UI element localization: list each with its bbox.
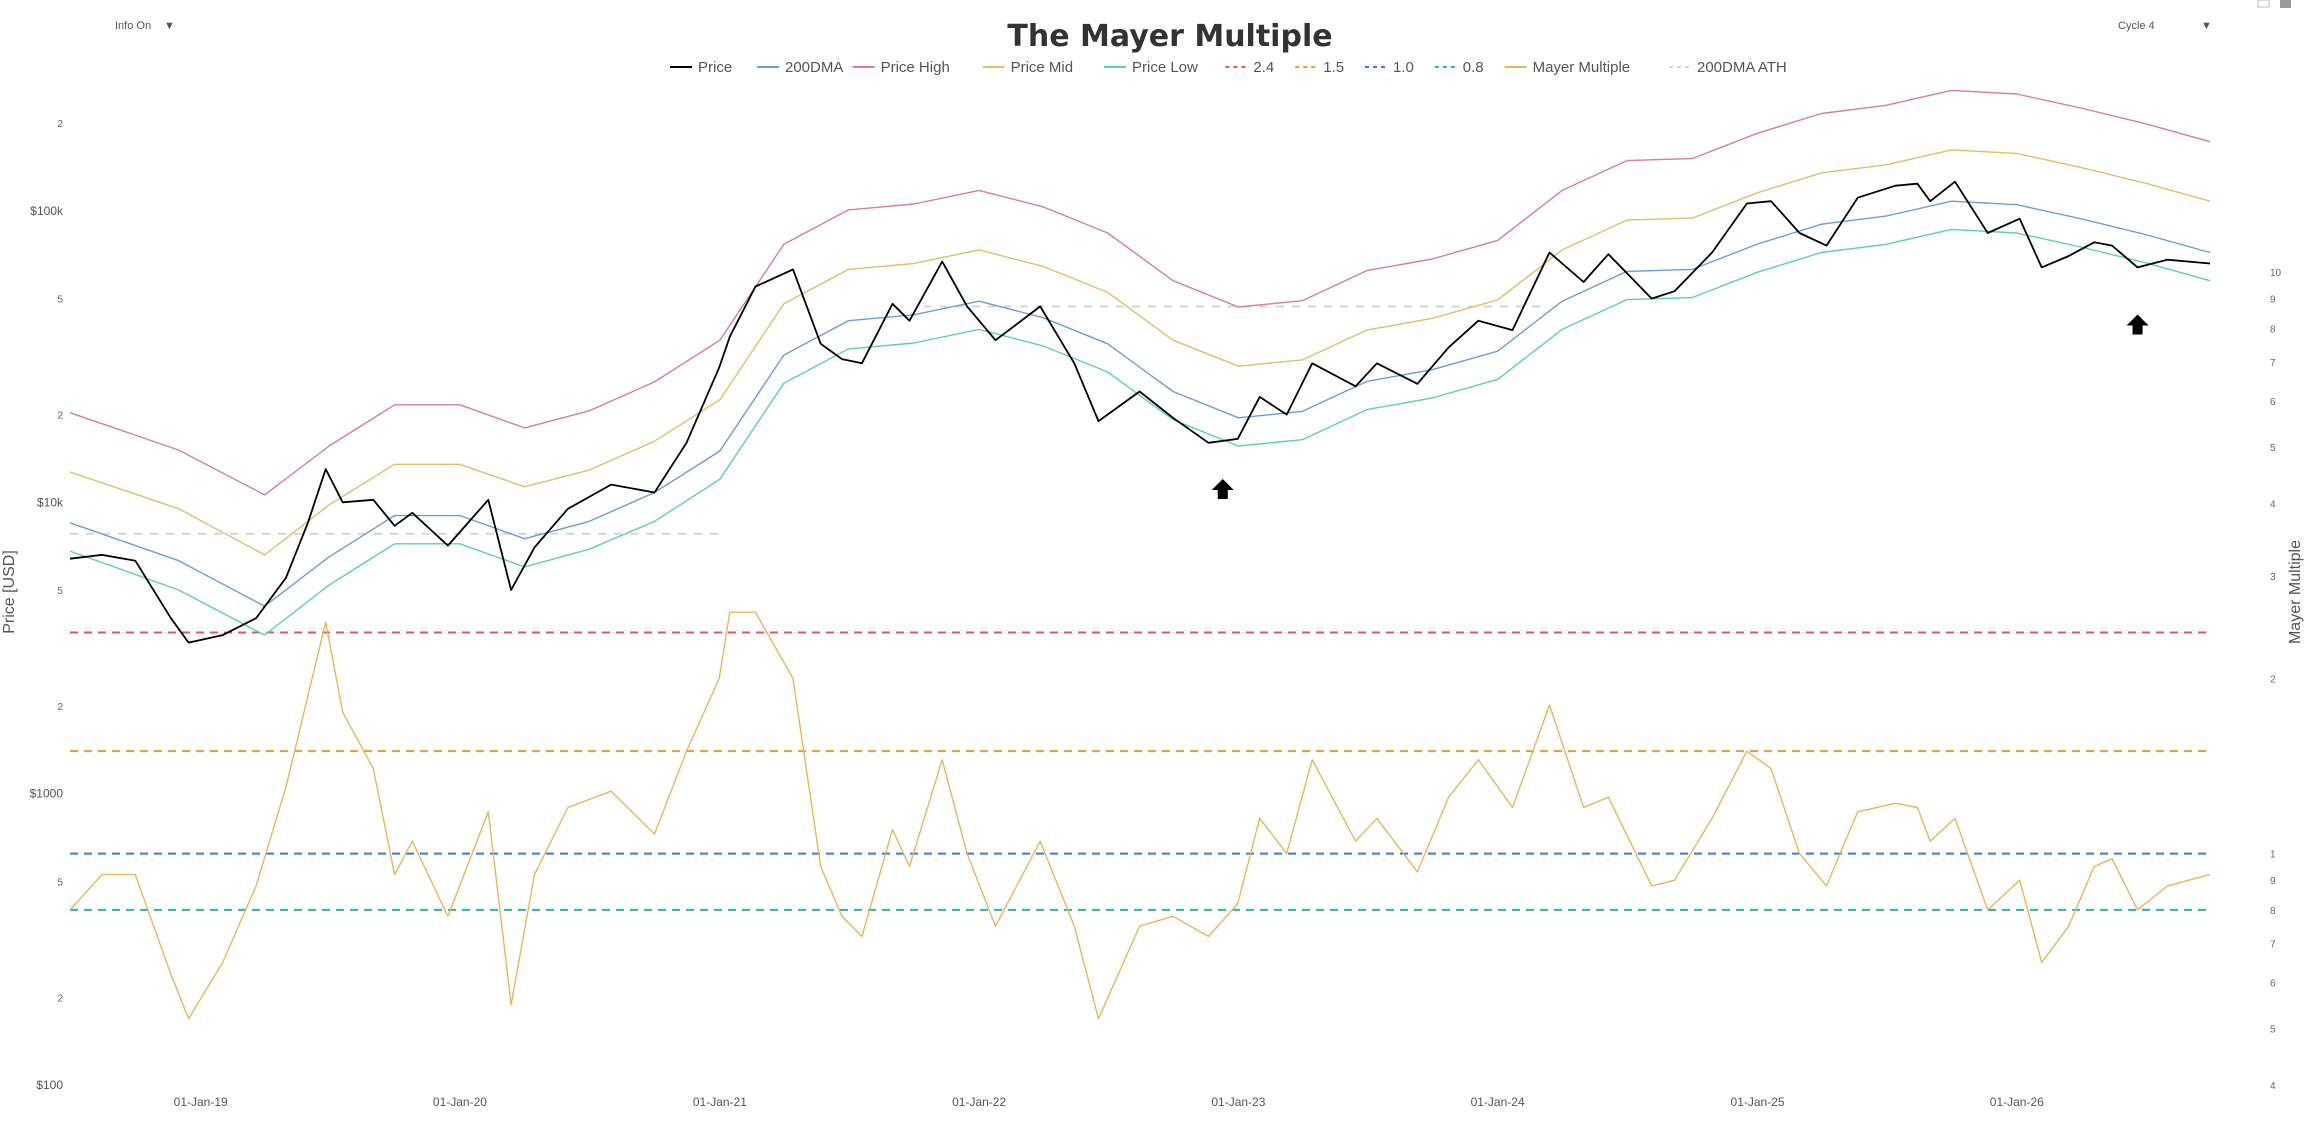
right-tick-label: 6 <box>2270 397 2276 408</box>
right-axis-ticks: 1 10 4 5 6 7 8 9 2 3 4 5 6 7 8 9 <box>2270 268 2282 1092</box>
export-icon-frame <box>2257 0 2270 8</box>
right-tick-label: 5 <box>2270 1025 2276 1036</box>
right-tick-label: 4 <box>2270 499 2276 510</box>
cycle-selector-label: Cycle 4 <box>2118 20 2155 32</box>
left-minor-tick-label: 2 <box>57 411 63 422</box>
left-minor-tick-label: 5 <box>57 586 63 597</box>
legend-item: Price High <box>852 59 950 76</box>
menu-icon-frame <box>2280 0 2291 8</box>
right-tick-label: 9 <box>2270 876 2276 887</box>
cycle-dropdown-icon: ▼ <box>2201 20 2212 32</box>
menu-icon[interactable] <box>2280 0 2291 8</box>
x-tick-label: 01-Jan-20 <box>433 1095 487 1109</box>
right-tick-label: 8 <box>2270 324 2276 335</box>
legend-item: 200DMA <box>757 59 843 76</box>
left-minor-tick-label: 2 <box>57 702 63 713</box>
right-tick-label: 1 <box>2270 850 2276 861</box>
left-tick-label: $10k <box>37 495 64 509</box>
legend-item: Price <box>670 59 732 76</box>
legend-item: Price Mid <box>982 59 1074 76</box>
right-tick-label: 9 <box>2270 295 2276 306</box>
legend-item: 2.4 <box>1225 59 1274 76</box>
left-minor-tick-label: 5 <box>57 877 63 888</box>
right-tick-label: 5 <box>2270 443 2276 454</box>
right-tick-label: 10 <box>2270 268 2282 279</box>
legend-label: Price Mid <box>1011 59 1074 76</box>
legend-label: 200DMA <box>785 59 843 76</box>
x-tick-label: 01-Jan-21 <box>693 1095 747 1109</box>
right-tick-label: 4 <box>2270 1081 2276 1092</box>
legend-label: 2.4 <box>1253 59 1274 76</box>
legend-item: 0.8 <box>1434 59 1484 76</box>
series-line-200dma <box>69 200 2211 607</box>
arrow-up-icon <box>1211 478 1234 499</box>
left-minor-tick-label: 5 <box>57 295 63 306</box>
legend-label: Price Low <box>1132 59 1198 76</box>
x-tick-label: 01-Jan-19 <box>174 1095 228 1109</box>
right-tick-label: 6 <box>2270 979 2276 990</box>
right-axis-title: Mayer Multiple <box>2287 540 2304 644</box>
legend-label: 200DMA ATH <box>1697 59 1787 76</box>
left-tick-label: $100 <box>36 1078 63 1092</box>
left-minor-tick-label: 2 <box>57 993 63 1004</box>
legend-item: 200DMA ATH <box>1669 59 1787 76</box>
x-tick-label: 01-Jan-22 <box>952 1095 1006 1109</box>
legend-label: Mayer Multiple <box>1533 59 1631 76</box>
info-toggle-label: Info On <box>115 20 151 32</box>
legend-label: Price <box>698 59 732 76</box>
legend-label: Price High <box>881 59 950 76</box>
info-dropdown-icon: ▼ <box>164 20 175 32</box>
series-line-price <box>69 180 2211 644</box>
legend-item: Price Low <box>1104 59 1198 76</box>
series-line-price-low <box>69 228 2211 636</box>
right-tick-label: 2 <box>2270 675 2276 686</box>
chart-title: The Mayer Multiple <box>1007 19 1332 54</box>
left-axis-ticks: $100 $1000 $10k $100k 2 5 2 5 2 5 2 <box>30 119 64 1092</box>
right-tick-label: 8 <box>2270 906 2276 917</box>
x-axis-ticks: 01-Jan-19 01-Jan-20 01-Jan-21 01-Jan-22 01-J… <box>174 1095 2044 1109</box>
left-tick-label: $1000 <box>30 787 64 801</box>
x-tick-label: 01-Jan-25 <box>1731 1095 1785 1109</box>
legend-item: Mayer Multiple <box>1504 59 1631 76</box>
left-minor-tick-label: 2 <box>57 119 63 130</box>
legend-label: 1.0 <box>1393 59 1414 76</box>
legend-label: 0.8 <box>1463 59 1484 76</box>
series-line-price-mid <box>69 149 2211 556</box>
info-toggle[interactable]: Info On ▼ <box>115 20 175 32</box>
x-tick-label: 01-Jan-24 <box>1471 1095 1525 1109</box>
right-tick-label: 7 <box>2270 358 2276 369</box>
arrow-up-icon <box>2126 314 2149 335</box>
x-tick-label: 01-Jan-26 <box>1990 1095 2044 1109</box>
legend-item: 1.0 <box>1365 59 1414 76</box>
series-line-price-high <box>69 89 2211 496</box>
legend-label: 1.5 <box>1323 59 1344 76</box>
series-line-mayer-multiple <box>69 611 2211 1020</box>
export-icon[interactable] <box>2257 0 2270 8</box>
left-tick-label: $100k <box>30 204 64 218</box>
right-tick-label: 7 <box>2270 940 2276 951</box>
cycle-selector[interactable]: Cycle 4 ▼ <box>2118 20 2212 32</box>
plot-area <box>69 89 2211 1020</box>
right-tick-label: 3 <box>2270 572 2276 583</box>
left-axis-title: Price [USD] <box>1 550 18 634</box>
legend-item: 1.5 <box>1295 59 1344 76</box>
chart-legend: Price 200DMA Price High Price Mid Price Low 2… <box>670 59 1787 76</box>
x-tick-label: 01-Jan-23 <box>1211 1095 1265 1109</box>
